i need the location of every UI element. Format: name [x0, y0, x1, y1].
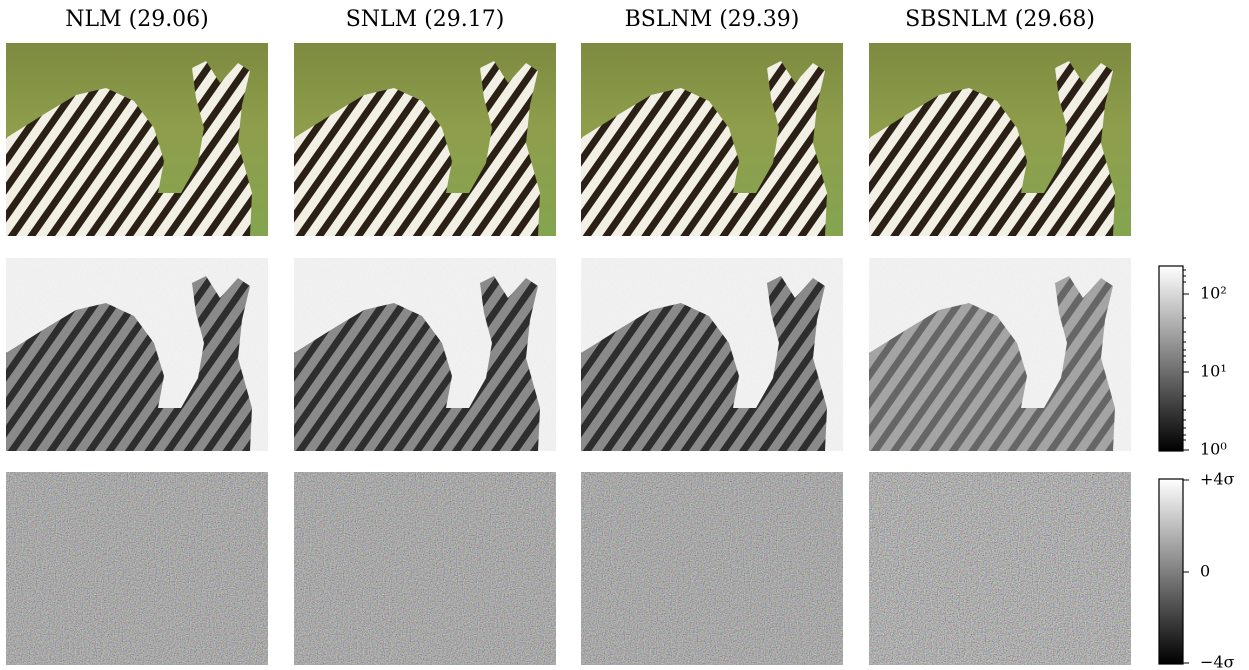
colorbar-tick-label: +4σ — [1200, 470, 1235, 489]
figure: 10² 10¹ 10⁰ +4σ 0 −4σ NLM (29.06) SNLM (2… — [0, 0, 1249, 670]
image-tile — [6, 472, 268, 665]
image-tile — [6, 43, 268, 236]
colorbar-tick-label: 10⁰ — [1200, 440, 1227, 459]
image-tile — [581, 43, 843, 236]
colorbar-tick-label: 10² — [1200, 284, 1227, 303]
image-tile — [581, 258, 843, 451]
image-tile — [6, 258, 268, 451]
column-title: BSLNM (29.39) — [625, 7, 800, 32]
noise — [869, 472, 1131, 665]
colorbar-tick-label: 0 — [1200, 562, 1210, 581]
image-tile — [294, 258, 556, 451]
column-title: NLM (29.06) — [65, 7, 209, 32]
image-tile — [869, 258, 1131, 451]
column-title: SBSNLM (29.68) — [905, 7, 1095, 32]
colorbar-tick-label: 10¹ — [1200, 362, 1227, 381]
image-grid — [6, 43, 1131, 665]
colorbar — [1159, 479, 1183, 664]
noise — [581, 472, 843, 665]
colorbar-ticks — [1183, 270, 1189, 663]
image-tile — [869, 472, 1131, 665]
image-tile — [869, 43, 1131, 236]
image-tile — [581, 472, 843, 665]
noise — [6, 472, 268, 665]
colorbar-tick-label: −4σ — [1200, 653, 1235, 670]
image-tile — [294, 472, 556, 665]
colorbar — [1159, 266, 1183, 451]
noise — [294, 472, 556, 665]
image-tile — [294, 43, 556, 236]
column-title: SNLM (29.17) — [346, 7, 505, 32]
